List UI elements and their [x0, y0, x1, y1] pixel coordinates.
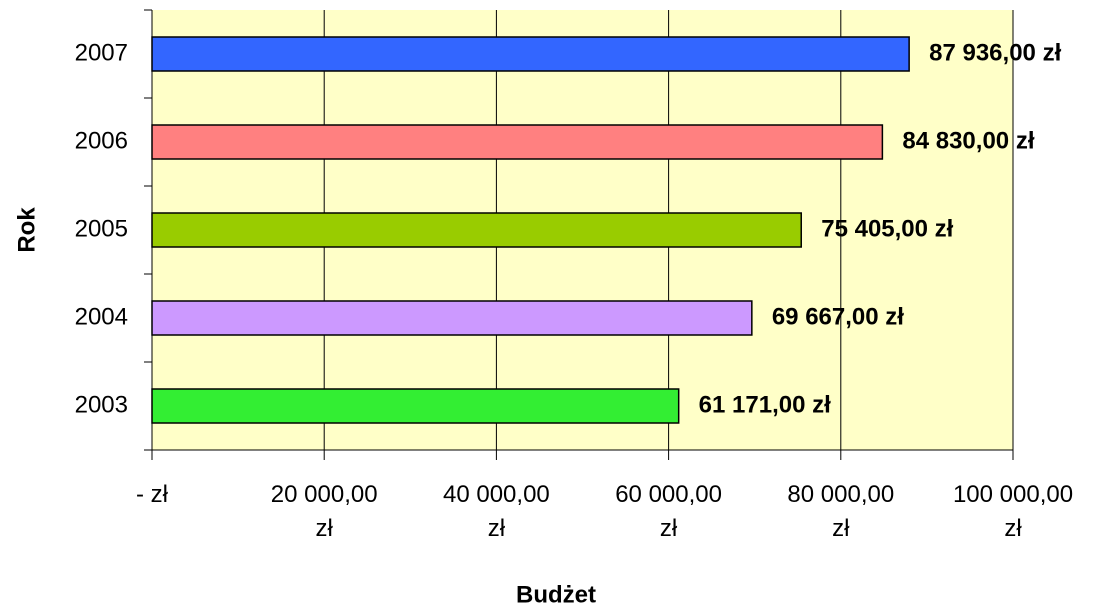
x-tick-label: 60 000,00 zł — [615, 481, 722, 542]
y-tick-label: 2007 — [75, 39, 128, 66]
x-axis-title: Budżet — [516, 581, 596, 608]
y-axis-title: Rok — [13, 207, 40, 253]
value-label: 84 830,00 zł — [902, 127, 1034, 154]
y-tick-label: 2003 — [75, 391, 128, 418]
x-tick-label: 100 000,00 zł — [952, 481, 1074, 542]
x-tick-label: - zł — [136, 481, 168, 508]
y-tick-label: 2006 — [75, 127, 128, 154]
x-tick-label: 80 000,00 zł — [787, 481, 895, 542]
value-label: 61 171,00 zł — [699, 391, 831, 418]
value-label: 87 936,00 zł — [929, 39, 1061, 66]
bar — [151, 124, 884, 160]
bar — [151, 212, 802, 248]
bar — [151, 388, 680, 424]
value-label: 69 667,00 zł — [772, 303, 904, 330]
y-tick-label: 2005 — [75, 215, 128, 242]
x-tick-label: 40 000,00 zł — [443, 481, 550, 542]
value-label: 75 405,00 zł — [821, 215, 953, 242]
bar — [151, 300, 753, 336]
y-tick-label: 2004 — [75, 303, 128, 330]
x-tick-label: 20 000,00 zł — [270, 481, 378, 542]
bar — [151, 36, 910, 72]
